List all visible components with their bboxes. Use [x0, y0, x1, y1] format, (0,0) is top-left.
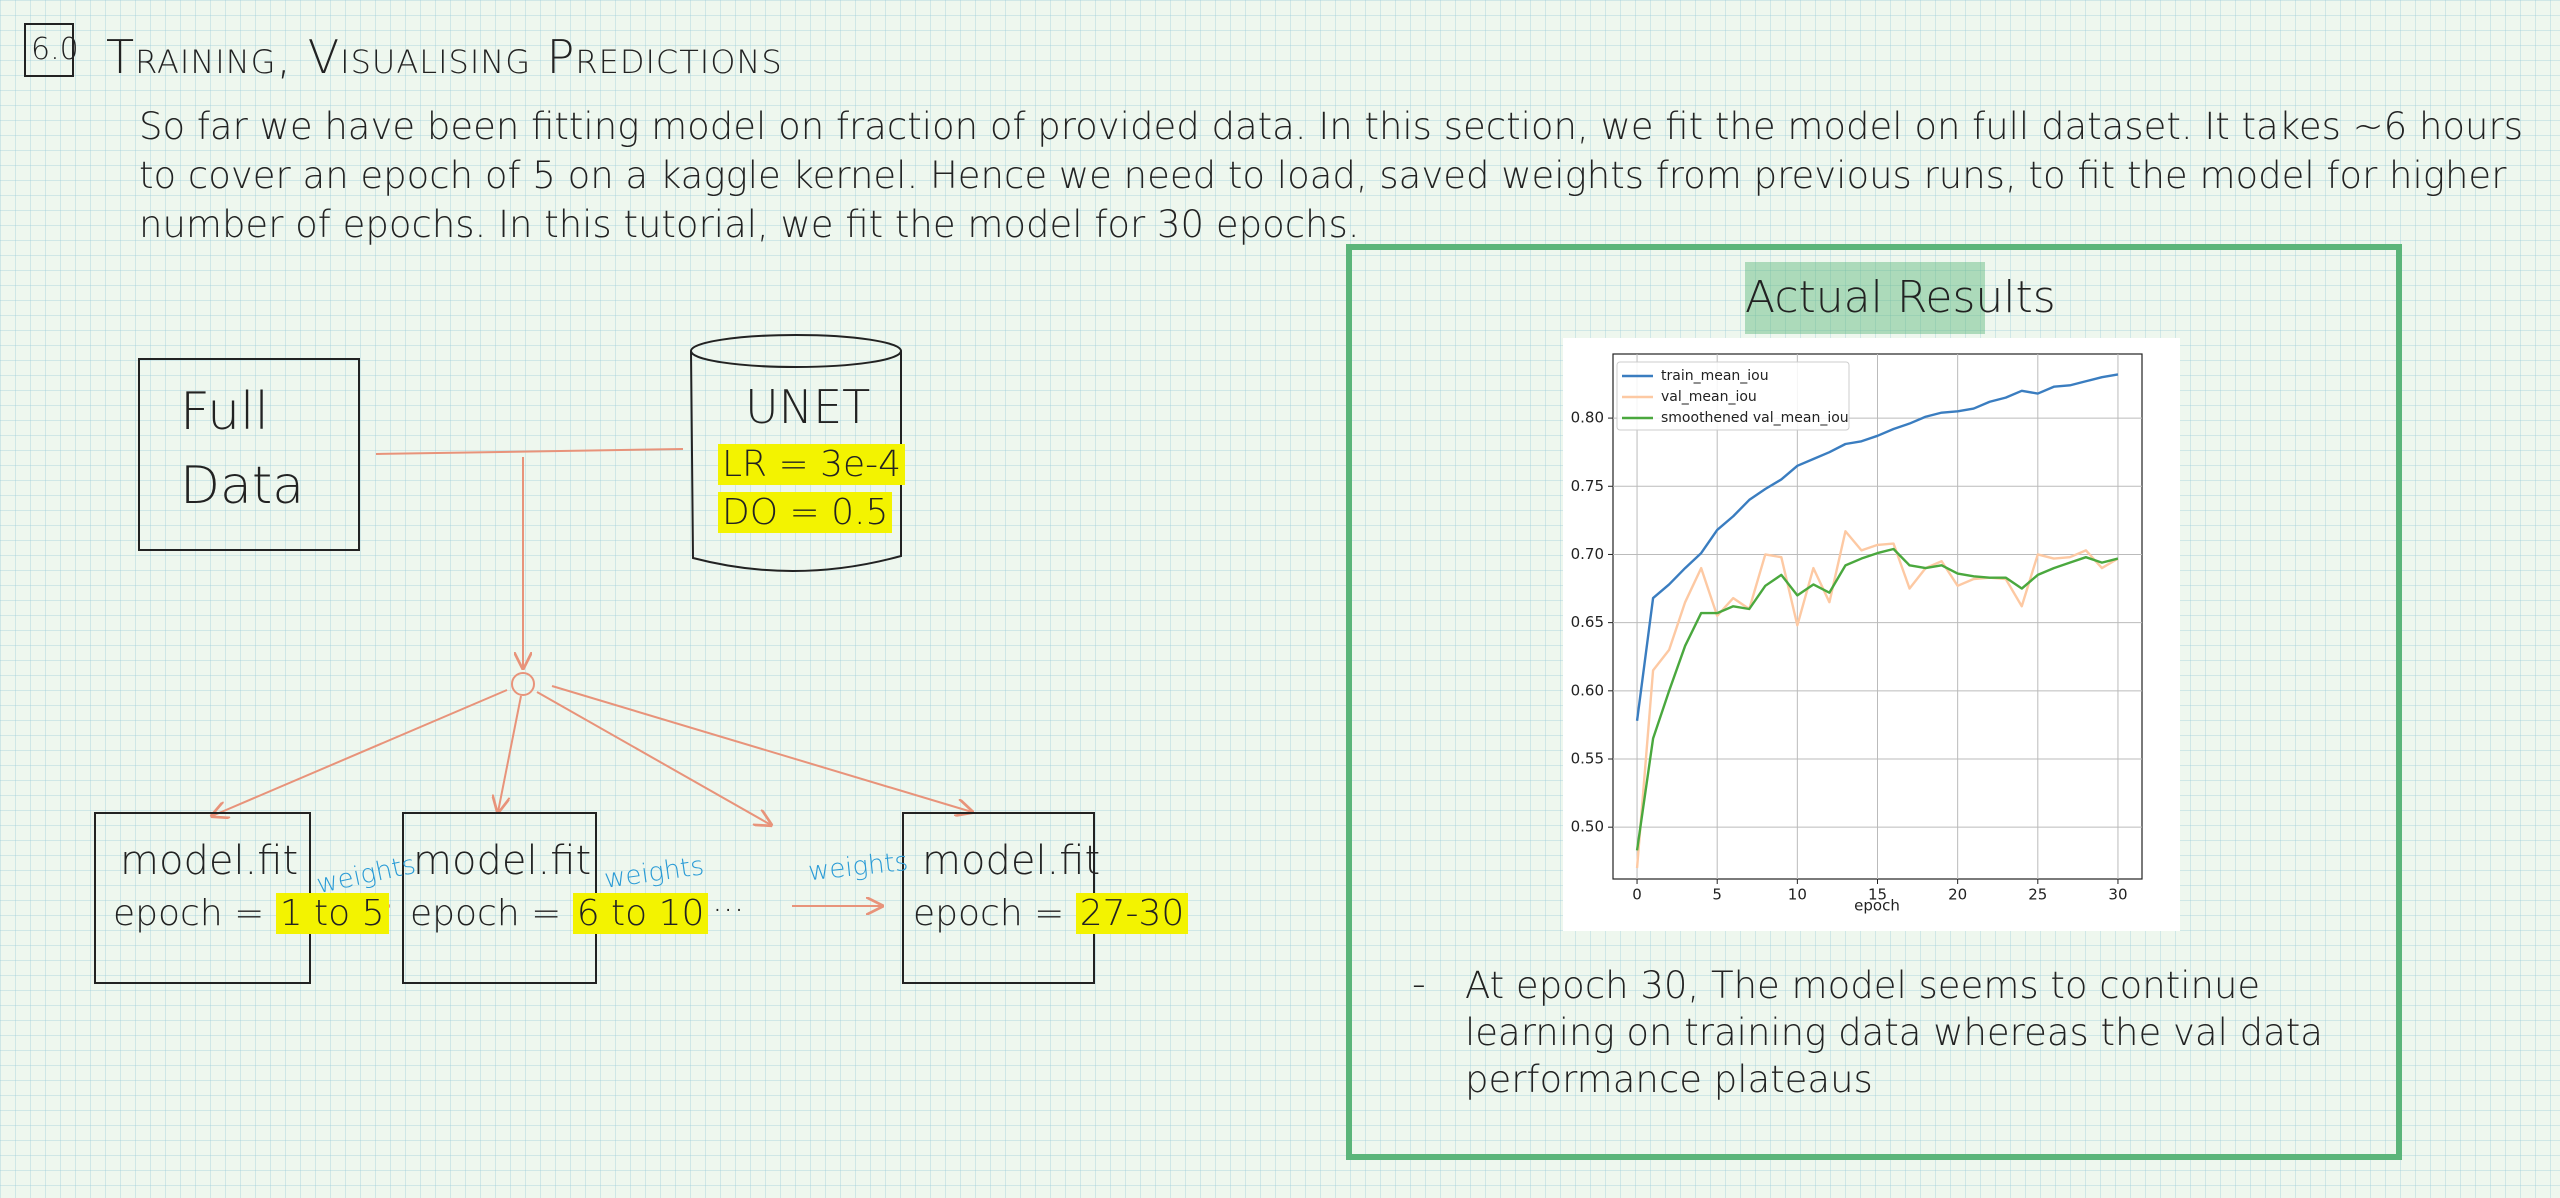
- edge: [375, 448, 684, 455]
- legend-label: val_mean_iou: [1661, 389, 1757, 405]
- edge: [536, 691, 771, 825]
- y-tick-label: 0.60: [1571, 681, 1604, 699]
- intro-text: So far we have been fitting model on fra…: [139, 105, 2523, 246]
- model-param-text: DO = 0.5: [718, 492, 893, 533]
- model-node-label: UNET: [745, 380, 871, 434]
- note-bullet: -: [1412, 962, 1426, 1006]
- fit-label: model.fit: [922, 838, 1101, 884]
- edge: [212, 689, 508, 816]
- junction: [511, 672, 535, 696]
- y-tick-label: 0.70: [1571, 545, 1604, 563]
- series-line: [1635, 530, 2119, 869]
- model-param: DO = 0.5: [718, 492, 893, 533]
- fit-epochs: epoch = 27-30: [913, 893, 1189, 934]
- x-tick-label: 5: [1712, 886, 1722, 904]
- epoch-label: epoch =: [113, 893, 265, 934]
- x-tick-label: 30: [2108, 886, 2127, 904]
- results-frame: [1346, 244, 2402, 1160]
- page-title: Training, Visualising Predictions: [106, 30, 783, 84]
- fit-label: model.fit: [413, 838, 592, 884]
- title-highlight: [1745, 262, 1985, 334]
- edge: [498, 695, 522, 812]
- x-tick-label: 0: [1632, 886, 1642, 904]
- ellipsis: ...: [712, 880, 745, 920]
- x-tick-label: 25: [2028, 886, 2047, 904]
- x-tick-label: 15: [1868, 886, 1887, 904]
- fit-epochs: epoch = 6 to 10: [410, 893, 709, 934]
- y-tick-label: 0.75: [1571, 477, 1604, 495]
- epoch-range: 1 to 5: [275, 893, 389, 934]
- edge: [551, 685, 972, 812]
- note-text: At epoch 30, The model seems to continue…: [1465, 964, 2323, 1101]
- fit-label: model.fit: [120, 838, 299, 884]
- model-node: [690, 350, 902, 573]
- model-param-text: LR = 3e-4: [718, 444, 906, 485]
- data-node-label: Full Data: [180, 382, 305, 516]
- y-tick-label: 0.80: [1571, 409, 1604, 427]
- y-tick-label: 0.50: [1571, 818, 1604, 836]
- legend-box: [1616, 361, 1850, 431]
- x-axis-label: epoch: [1854, 897, 1900, 915]
- x-tick-label: 10: [1788, 886, 1807, 904]
- epoch-label: epoch =: [913, 893, 1065, 934]
- epoch-range: 6 to 10: [572, 893, 709, 934]
- x-tick-label: 20: [1948, 886, 1967, 904]
- fit-epochs: epoch = 1 to 5: [113, 893, 389, 934]
- legend-label: smoothened val_mean_iou: [1661, 410, 1849, 426]
- series-line: [1635, 373, 2119, 721]
- data-node: [138, 358, 360, 551]
- model-node-top: [690, 334, 902, 368]
- epoch-range: 27-30: [1075, 893, 1189, 934]
- series-line: [1635, 547, 2119, 851]
- section-number: 6.0: [31, 32, 79, 67]
- y-tick-label: 0.65: [1571, 613, 1604, 631]
- legend-label: train_mean_iou: [1661, 368, 1769, 384]
- y-tick-label: 0.55: [1571, 750, 1604, 768]
- model-param: LR = 3e-4: [718, 444, 906, 485]
- section-box: [24, 23, 74, 77]
- epoch-label: epoch =: [410, 893, 562, 934]
- results-title: Actual Results: [1745, 272, 2056, 323]
